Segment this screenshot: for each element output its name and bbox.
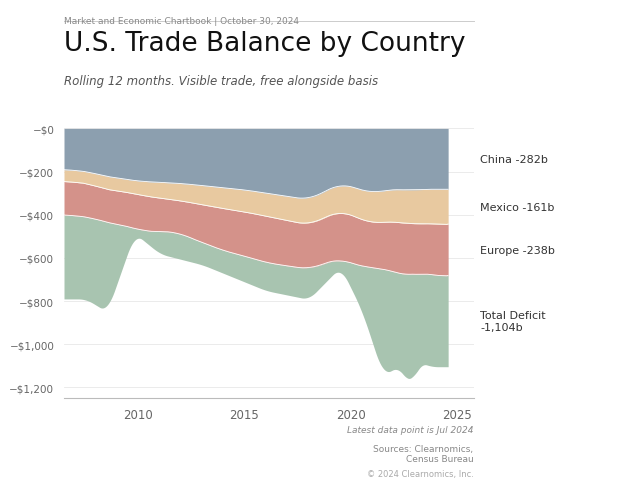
Text: Mexico -161b: Mexico -161b xyxy=(480,202,554,212)
Text: Market and Economic Chartbook | October 30, 2024: Market and Economic Chartbook | October … xyxy=(64,17,299,26)
Text: Rolling 12 months. Visible trade, free alongside basis: Rolling 12 months. Visible trade, free a… xyxy=(64,74,378,87)
Text: Latest data point is Jul 2024: Latest data point is Jul 2024 xyxy=(347,425,474,434)
Text: Sources: Clearnomics,
Census Bureau: Sources: Clearnomics, Census Bureau xyxy=(374,444,474,463)
Text: U.S. Trade Balance by Country: U.S. Trade Balance by Country xyxy=(64,31,465,57)
Text: Europe -238b: Europe -238b xyxy=(480,245,555,255)
Text: Total Deficit
-1,104b: Total Deficit -1,104b xyxy=(480,311,545,332)
Text: © 2024 Clearnomics, Inc.: © 2024 Clearnomics, Inc. xyxy=(367,469,474,479)
Text: China -282b: China -282b xyxy=(480,155,548,165)
